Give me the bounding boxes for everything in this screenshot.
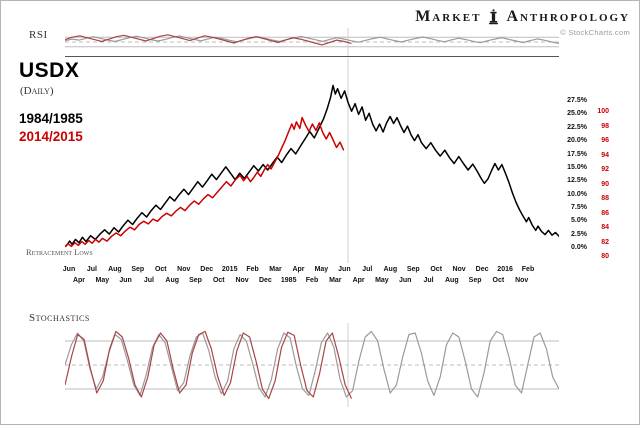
x-axis-bottom-label: Sep bbox=[189, 277, 202, 284]
series-1984-legend: 1984/1985 bbox=[19, 111, 83, 126]
x-axis-bottom-label: Jun bbox=[119, 277, 132, 284]
price-axis-tick: 80 bbox=[601, 253, 609, 260]
x-axis-bottom-label: Jul bbox=[423, 277, 434, 284]
x-axis-top-label: Oct bbox=[430, 266, 443, 273]
x-axis-top-label: Feb bbox=[246, 266, 259, 273]
rsi-panel-label: RSI bbox=[29, 29, 48, 41]
stochastics-red-line bbox=[65, 330, 353, 400]
x-axis-bottom-label: Nov bbox=[515, 277, 529, 284]
x-axis-2014-2016: Jun Jul Aug Sep Oct Nov Dec 2015 Feb Mar Apr May Jun… bbox=[62, 266, 565, 275]
x-axis-bottom-label: May bbox=[95, 277, 110, 284]
rsi-svg bbox=[65, 28, 559, 56]
stochastics-panel bbox=[65, 323, 559, 407]
x-axis-top-label: Sep bbox=[406, 266, 420, 273]
stochastics-panel-label: Stochastics bbox=[29, 312, 90, 324]
x-axis-1984-1985: Apr May Jun Jul Aug Sep Oct Nov Dec 1985 Feb Mar Apr… bbox=[65, 277, 565, 286]
series-2014-legend: 2014/2015 bbox=[19, 129, 83, 144]
x-axis-top-label: Nov bbox=[452, 266, 466, 273]
x-axis-bottom-label: Oct bbox=[492, 277, 505, 284]
x-axis-top-label: Nov bbox=[177, 266, 191, 273]
main-price-chart bbox=[65, 58, 559, 263]
x-axis-bottom-label: Jun bbox=[398, 277, 412, 284]
price-axis: 100 98 96 94 92 90 88 86 84 82 80 bbox=[591, 58, 609, 263]
x-axis-top-label: Aug bbox=[383, 266, 398, 273]
price-axis-tick: 88 bbox=[601, 195, 609, 202]
x-axis-top-label: Oct bbox=[154, 266, 167, 273]
x-axis-bottom-label: Aug bbox=[165, 277, 179, 284]
x-axis-bottom-label: Apr bbox=[352, 277, 365, 284]
x-axis-top-label: 2016 bbox=[497, 266, 513, 273]
x-axis-bottom-label: Nov bbox=[235, 277, 249, 284]
pct-axis-tick: 27.5% bbox=[567, 97, 587, 104]
price-axis-tick: 100 bbox=[597, 108, 609, 115]
x-axis-top-label: Sep bbox=[131, 266, 145, 273]
x-axis-top-label: Dec bbox=[475, 266, 489, 273]
x-axis-bottom-label: Jul bbox=[143, 277, 154, 284]
brand-word-anthropology: Anthropology bbox=[506, 8, 630, 25]
x-axis-bottom-label: Feb bbox=[305, 277, 319, 284]
x-axis-bottom-label: 1985 bbox=[280, 277, 297, 284]
x-axis-top-label: Feb bbox=[521, 266, 535, 273]
pct-axis-tick: 5.0% bbox=[571, 217, 587, 225]
x-axis-bottom-label: Oct bbox=[212, 277, 225, 284]
stochastics-gray-line bbox=[65, 330, 559, 398]
main-chart-svg bbox=[65, 58, 559, 263]
series-1984-line bbox=[65, 84, 559, 247]
x-axis-bottom-label: Dec bbox=[258, 277, 272, 284]
price-axis-tick: 98 bbox=[601, 122, 609, 130]
price-axis-tick: 92 bbox=[601, 166, 609, 173]
x-axis-bottom-label: May bbox=[375, 277, 389, 284]
x-axis-top-label: Aug bbox=[108, 266, 122, 273]
x-axis-top-label: Jun bbox=[338, 266, 351, 273]
x-axis-top-label: 2015 bbox=[221, 266, 238, 273]
pct-axis-tick: 20.0% bbox=[567, 137, 587, 145]
percent-axis: 27.5% 25.0% 22.5% 20.0% 17.5% 15.0% 12.5% 10.0%… bbox=[559, 58, 587, 263]
timeframe-label: (Daily) bbox=[20, 85, 54, 97]
rsi-panel bbox=[65, 28, 559, 57]
x-axis-top-label: Mar bbox=[269, 266, 282, 273]
x-axis-top-label: Dec bbox=[200, 266, 214, 273]
retracement-lows-label: Retracement Lows bbox=[26, 247, 93, 257]
price-axis-tick: 96 bbox=[601, 137, 609, 144]
pct-axis-tick: 10.0% bbox=[567, 190, 587, 198]
series-2014-line bbox=[65, 116, 345, 248]
price-axis-tick: 84 bbox=[601, 224, 609, 231]
x-axis-top-label: Jun bbox=[62, 266, 76, 273]
rsi-red-line bbox=[65, 34, 352, 46]
x-axis-bottom-label: Aug bbox=[444, 277, 459, 284]
pct-axis-tick: 0.0% bbox=[571, 244, 587, 251]
x-axis-bottom-label: Apr bbox=[72, 277, 86, 284]
price-axis-tick: 82 bbox=[601, 238, 609, 246]
x-axis-bottom-label: Mar bbox=[329, 277, 342, 284]
x-axis-top-label: Jul bbox=[362, 266, 373, 273]
pct-axis-tick: 17.5% bbox=[567, 150, 587, 158]
price-axis-tick: 86 bbox=[601, 209, 609, 217]
x-axis-top-label: May bbox=[314, 266, 329, 273]
brand-header: Market Anthropology © StockCharts.com bbox=[415, 8, 630, 37]
brand-title: Market Anthropology bbox=[415, 8, 630, 26]
stockcharts-credit: © StockCharts.com bbox=[560, 28, 630, 37]
pct-axis-tick: 25.0% bbox=[567, 110, 587, 118]
price-axis-tick: 94 bbox=[601, 151, 609, 159]
pct-axis-tick: 7.5% bbox=[571, 203, 587, 211]
pct-axis-tick: 2.5% bbox=[571, 230, 587, 238]
x-axis-bottom-label: Sep bbox=[468, 277, 482, 284]
stochastics-svg bbox=[65, 323, 559, 407]
x-axis-top-label: Jul bbox=[86, 266, 97, 273]
pct-axis-tick: 15.0% bbox=[567, 163, 587, 171]
anthropology-logo-icon bbox=[488, 9, 499, 25]
symbol-title: USDX bbox=[19, 59, 80, 82]
x-axis-top-label: Apr bbox=[292, 266, 305, 273]
pct-axis-tick: 12.5% bbox=[567, 177, 587, 185]
pct-axis-tick: 22.5% bbox=[567, 123, 587, 131]
rsi-gray-line bbox=[65, 35, 559, 44]
price-axis-tick: 90 bbox=[601, 180, 609, 188]
brand-word-market: Market bbox=[415, 8, 482, 25]
